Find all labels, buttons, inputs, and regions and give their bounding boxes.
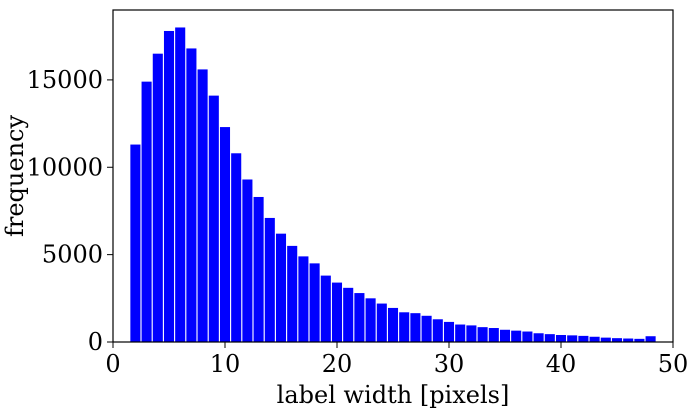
histogram-bar: [645, 336, 656, 342]
histogram-bar: [163, 30, 175, 342]
histogram-bar: [130, 144, 141, 342]
histogram-bar: [152, 53, 163, 343]
x-tick-label: 30: [434, 350, 465, 378]
histogram-bar: [567, 335, 578, 342]
histogram-bar: [141, 81, 152, 342]
histogram-bar: [231, 153, 242, 342]
histogram-bar: [488, 328, 499, 342]
histogram-bar: [331, 282, 343, 342]
histogram-bar: [208, 95, 219, 343]
x-axis-label: label width [pixels]: [277, 381, 510, 409]
x-tick-label: 20: [322, 350, 353, 378]
histogram-bar: [287, 245, 298, 342]
histogram-bar: [197, 69, 208, 342]
histogram-bar: [275, 233, 287, 342]
histogram-bar: [365, 298, 376, 342]
x-tick-label: 40: [546, 350, 577, 378]
plot-frame: [112, 9, 674, 343]
histogram-bar: [242, 179, 253, 342]
y-tick-label: 15000: [27, 66, 103, 94]
histogram-bar: [544, 334, 555, 342]
histogram-bar: [443, 321, 455, 342]
y-tick-label: 5000: [42, 241, 103, 269]
histogram-bar: [343, 287, 354, 342]
x-tick-label: 50: [658, 350, 689, 378]
histogram-bar: [298, 256, 309, 342]
histogram-bar: [219, 127, 231, 342]
histogram-bar: [320, 275, 331, 342]
histogram-bar: [410, 313, 421, 342]
histogram-bar: [477, 327, 488, 342]
y-tick-label: 10000: [27, 153, 103, 181]
y-axis-ticks: 0 5000 10000 15000: [27, 66, 113, 356]
y-axis-label: frequency: [1, 115, 29, 237]
histogram-bar: [511, 330, 522, 342]
histogram-bar: [421, 315, 432, 342]
histogram-bar: [399, 312, 410, 342]
histogram-bar: [466, 325, 477, 342]
histogram-bar: [533, 333, 544, 342]
histogram-bar: [175, 27, 186, 342]
histogram-bar: [387, 307, 399, 342]
histogram-bar: [522, 331, 533, 342]
histogram-bar: [309, 263, 320, 342]
histogram-bar: [589, 336, 600, 342]
histogram-bar: [264, 217, 275, 342]
y-tick-label: 0: [88, 328, 103, 356]
histogram-bar: [432, 319, 443, 342]
histogram-bar: [499, 329, 511, 342]
x-tick-label: 0: [105, 350, 120, 378]
histogram-bar: [611, 338, 623, 342]
histogram-bar: [354, 293, 365, 342]
histogram-bar: [600, 337, 611, 342]
histogram-bar: [253, 196, 264, 342]
x-tick-label: 10: [210, 350, 241, 378]
histogram-bar: [578, 335, 589, 342]
x-axis-ticks: 0 10 20 30 40 50: [105, 342, 688, 378]
histogram-bar: [186, 48, 197, 342]
histogram-bar: [555, 335, 567, 342]
bars-layer: [130, 27, 656, 343]
histogram-bar: [623, 338, 634, 342]
histogram-bar: [455, 324, 466, 342]
histogram-bar: [634, 338, 645, 342]
histogram-bar: [376, 303, 387, 342]
